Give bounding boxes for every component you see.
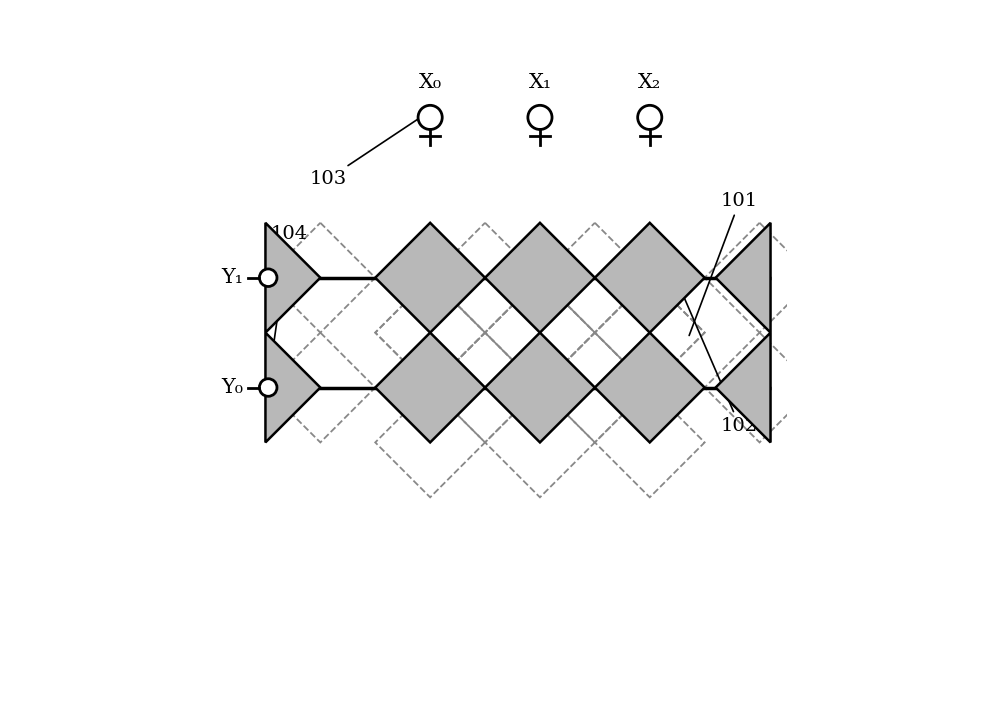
Polygon shape xyxy=(716,222,771,332)
Polygon shape xyxy=(375,222,485,332)
Circle shape xyxy=(528,106,552,130)
Polygon shape xyxy=(375,332,485,442)
Text: X₁: X₁ xyxy=(528,73,552,91)
Polygon shape xyxy=(595,332,705,442)
Polygon shape xyxy=(485,332,595,442)
Polygon shape xyxy=(265,332,320,442)
Text: X₂: X₂ xyxy=(638,73,661,91)
Polygon shape xyxy=(485,222,595,332)
Text: Y₁: Y₁ xyxy=(221,268,243,287)
Circle shape xyxy=(418,106,442,130)
Polygon shape xyxy=(595,222,705,332)
Text: X₀: X₀ xyxy=(419,73,442,91)
Circle shape xyxy=(259,379,277,396)
Text: 101: 101 xyxy=(689,192,758,336)
Circle shape xyxy=(638,106,662,130)
Polygon shape xyxy=(716,332,771,442)
Text: Y₀: Y₀ xyxy=(221,378,243,397)
Text: 104: 104 xyxy=(269,225,308,379)
Text: 103: 103 xyxy=(309,116,422,188)
Text: 102: 102 xyxy=(684,297,758,435)
Circle shape xyxy=(259,269,277,287)
Polygon shape xyxy=(265,222,320,332)
